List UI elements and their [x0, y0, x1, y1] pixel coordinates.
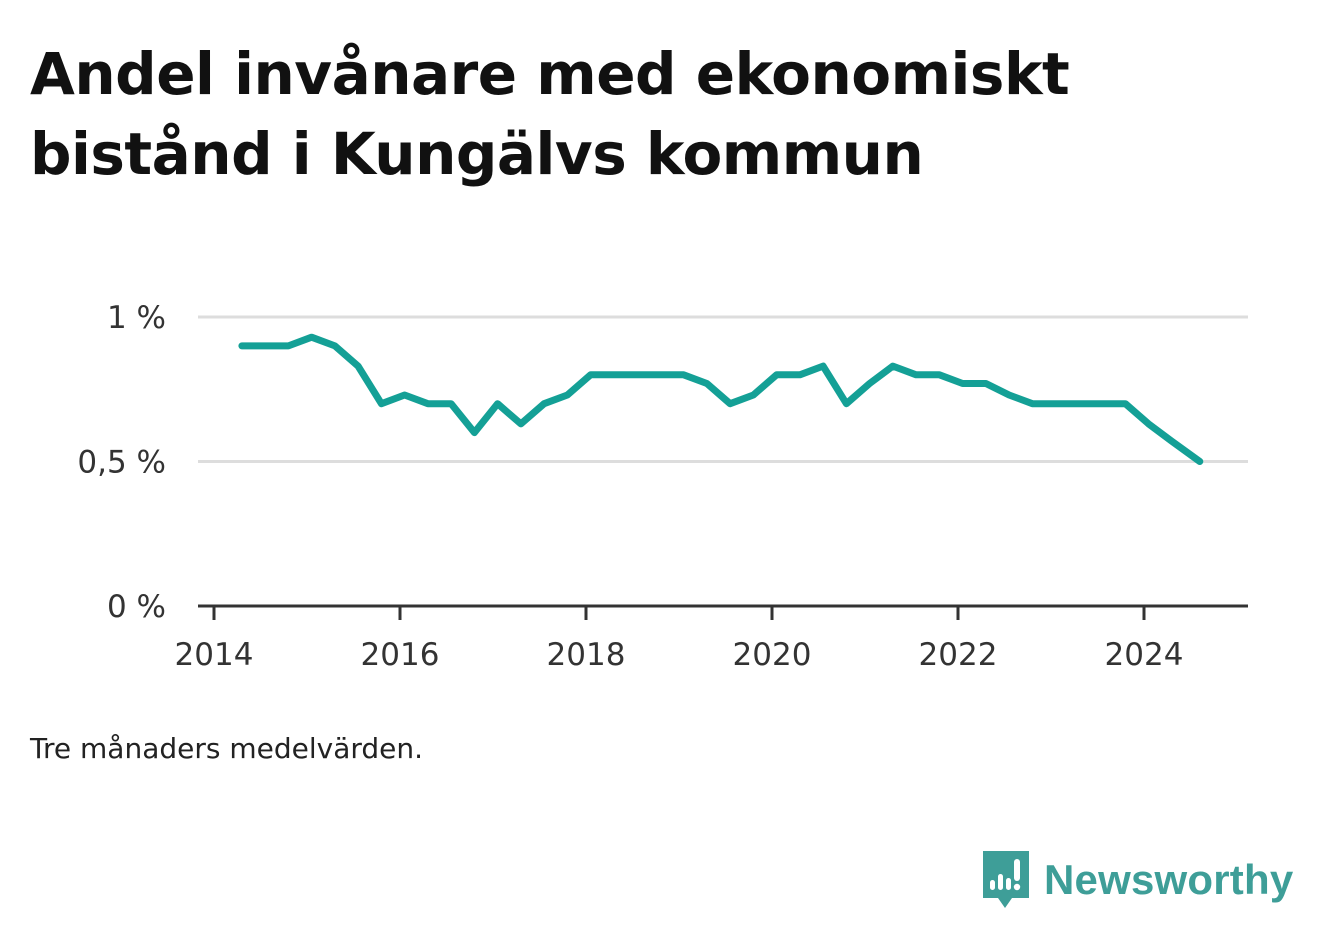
chart-title: Andel invånare med ekonomiskt bistånd i …	[30, 40, 1070, 188]
x-tick-label: 2022	[919, 637, 998, 673]
grid-lines	[198, 315, 1248, 463]
series-line	[238, 333, 1204, 465]
y-tick-label: 0 %	[107, 589, 166, 625]
x-tick-label: 2018	[547, 637, 626, 673]
x-tick-labels: 2014 2016 2018 2020 2022 2024	[175, 637, 1184, 673]
x-tick-label: 2020	[733, 637, 812, 673]
x-tick-label: 2016	[361, 637, 440, 673]
chart-note: Tre månaders medelvärden.	[30, 732, 424, 765]
series-layer	[238, 333, 1204, 465]
y-tick-labels: 0 % 0,5 % 1 %	[77, 300, 166, 625]
brand-name: Newsworthy	[1044, 856, 1294, 903]
brand-logo[interactable]: Newsworthy	[980, 848, 1293, 912]
x-axis	[198, 604, 1248, 620]
line-chart: 0 % 0,5 % 1 % 2014 2016 2018 2020 2022 2024	[77, 300, 1248, 673]
newsworthy-logo-icon	[983, 851, 1029, 908]
y-tick-label: 1 %	[107, 300, 166, 336]
y-tick-label: 0,5 %	[77, 445, 166, 481]
x-tick-label: 2024	[1105, 637, 1184, 673]
x-tick-label: 2014	[175, 637, 254, 673]
